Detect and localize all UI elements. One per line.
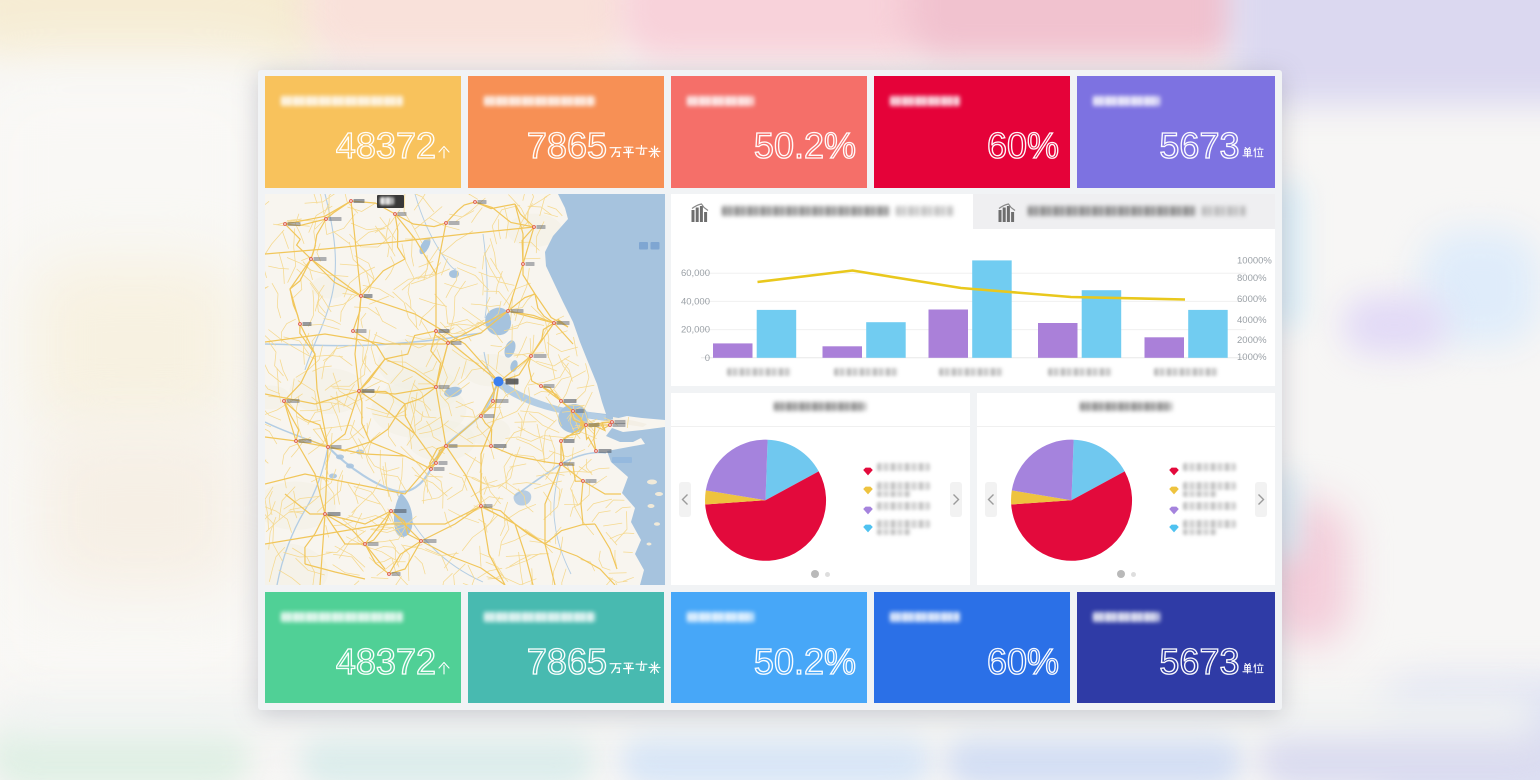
svg-text:2000%: 2000% xyxy=(1237,335,1267,346)
svg-text:4000%: 4000% xyxy=(1237,315,1267,326)
svg-text:6000%: 6000% xyxy=(1237,294,1267,305)
svg-text:1000%: 1000% xyxy=(1237,352,1267,363)
svg-text:10000%: 10000% xyxy=(1237,255,1272,266)
svg-text:8000%: 8000% xyxy=(1237,273,1267,284)
svg-text:20,000: 20,000 xyxy=(680,325,709,336)
svg-text:0: 0 xyxy=(704,353,709,364)
svg-text:60,000: 60,000 xyxy=(680,268,709,279)
svg-text:40,000: 40,000 xyxy=(680,296,709,307)
